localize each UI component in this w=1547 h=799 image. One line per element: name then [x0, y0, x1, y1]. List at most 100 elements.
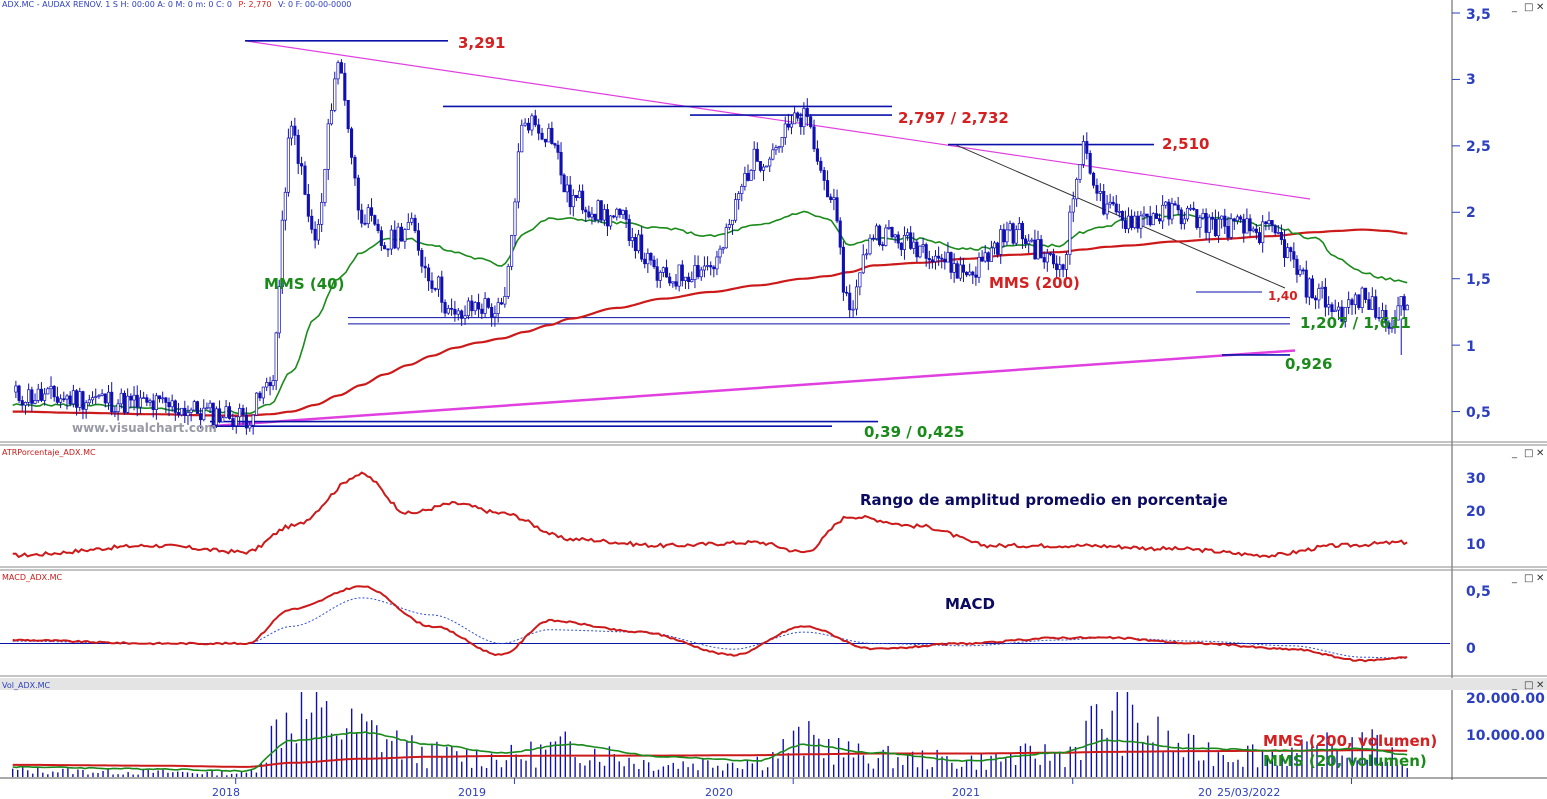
candle	[30, 386, 34, 412]
window-controls-atr[interactable]: _ □ ✕	[1511, 448, 1544, 459]
candle-body	[122, 392, 127, 413]
candle	[887, 220, 891, 230]
candle	[1279, 224, 1283, 245]
maximize-icon[interactable]: □	[1524, 2, 1533, 13]
candle-body	[78, 391, 82, 408]
candle	[1081, 135, 1085, 168]
atr-line	[12, 471, 1408, 559]
window-controls-volume[interactable]: _ □ ✕	[1511, 680, 1544, 691]
candle	[36, 383, 40, 403]
candle-body	[774, 147, 778, 151]
minimize-icon[interactable]: _	[1511, 2, 1518, 13]
candle	[116, 399, 120, 421]
candle-body	[761, 166, 766, 171]
candle	[356, 174, 360, 220]
candle-body	[1189, 207, 1193, 210]
candle	[343, 63, 347, 106]
candle	[649, 252, 653, 266]
maximize-icon[interactable]: □	[1524, 680, 1533, 691]
candle-body	[881, 244, 885, 246]
candle-body	[154, 395, 158, 410]
candle-body	[1317, 288, 1321, 301]
watermark: www.visualchart.com	[72, 421, 217, 435]
candle-body	[841, 246, 845, 293]
candle	[261, 386, 265, 405]
candle-body	[724, 227, 728, 249]
candle	[577, 184, 582, 199]
candle	[1248, 214, 1252, 237]
candle	[1058, 256, 1062, 277]
candle-body	[1350, 299, 1354, 306]
candle	[234, 416, 238, 434]
candle-body	[989, 247, 993, 262]
candle-body	[902, 235, 907, 250]
macd-ytick-0-5: 0,5	[1466, 584, 1491, 600]
candle	[559, 142, 563, 185]
candle-body	[231, 418, 235, 427]
candle-body	[687, 276, 691, 283]
candle-body	[396, 226, 400, 249]
candle	[186, 405, 190, 425]
candle	[376, 219, 380, 234]
candle	[1370, 287, 1374, 311]
close-icon[interactable]: ✕	[1536, 448, 1544, 459]
candle	[526, 118, 531, 134]
candle	[829, 193, 833, 203]
maximize-icon[interactable]: □	[1524, 448, 1533, 459]
candle	[389, 225, 393, 255]
candle-body	[1207, 216, 1211, 233]
candle	[1210, 212, 1214, 230]
candle	[145, 394, 149, 407]
candle	[783, 116, 787, 145]
candle	[106, 384, 111, 410]
minimize-icon[interactable]: _	[1511, 680, 1518, 691]
window-controls-price[interactable]: _ □ ✕	[1511, 2, 1544, 13]
candle	[323, 168, 327, 207]
maximize-icon[interactable]: □	[1524, 573, 1533, 584]
candle-body	[241, 407, 245, 416]
candle	[771, 143, 775, 161]
candle-body	[1298, 269, 1302, 275]
candle	[802, 102, 806, 135]
candle-body	[161, 397, 165, 400]
candle-body	[893, 234, 897, 238]
minimize-icon[interactable]: _	[1511, 573, 1518, 584]
candle	[768, 156, 772, 172]
candle-body	[1088, 153, 1092, 174]
candle	[1201, 208, 1205, 220]
candle-body	[815, 148, 819, 162]
trendline-lower	[209, 349, 1296, 428]
candle	[427, 263, 431, 291]
candle	[170, 394, 174, 412]
vol-mms200-label: MMS (200, volumen)	[1263, 732, 1437, 750]
candle-body	[343, 72, 347, 101]
candle-body	[399, 226, 404, 242]
candle	[379, 226, 383, 251]
candle-body	[84, 402, 88, 410]
minimize-icon[interactable]: _	[1511, 448, 1518, 459]
candle	[189, 407, 193, 422]
candle	[59, 394, 63, 409]
macd-line	[12, 585, 1408, 663]
candle	[268, 376, 272, 396]
candle	[90, 391, 95, 405]
window-controls-macd[interactable]: _ □ ✕	[1511, 573, 1544, 584]
close-icon[interactable]: ✕	[1536, 680, 1544, 691]
candle	[687, 272, 691, 290]
candle	[81, 390, 85, 420]
candle-body	[1251, 228, 1255, 232]
candle-body	[227, 406, 232, 419]
candle-body	[145, 397, 149, 403]
close-icon[interactable]: ✕	[1536, 2, 1544, 13]
candle	[680, 260, 684, 287]
candle	[1245, 208, 1249, 234]
candle-body	[164, 397, 168, 403]
candle	[1289, 246, 1293, 262]
candle	[1390, 317, 1394, 333]
candle-body	[333, 78, 337, 111]
candle	[49, 376, 53, 400]
candle	[1264, 220, 1268, 231]
close-icon[interactable]: ✕	[1536, 573, 1544, 584]
candle-body	[1314, 297, 1318, 301]
candle	[490, 303, 494, 327]
